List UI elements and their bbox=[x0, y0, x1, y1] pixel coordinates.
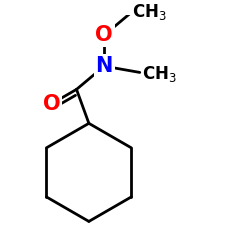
Text: O: O bbox=[96, 25, 113, 45]
Text: O: O bbox=[43, 94, 61, 114]
Text: CH$_3$: CH$_3$ bbox=[142, 64, 177, 84]
Text: CH$_3$: CH$_3$ bbox=[132, 2, 167, 22]
Text: N: N bbox=[96, 56, 113, 76]
